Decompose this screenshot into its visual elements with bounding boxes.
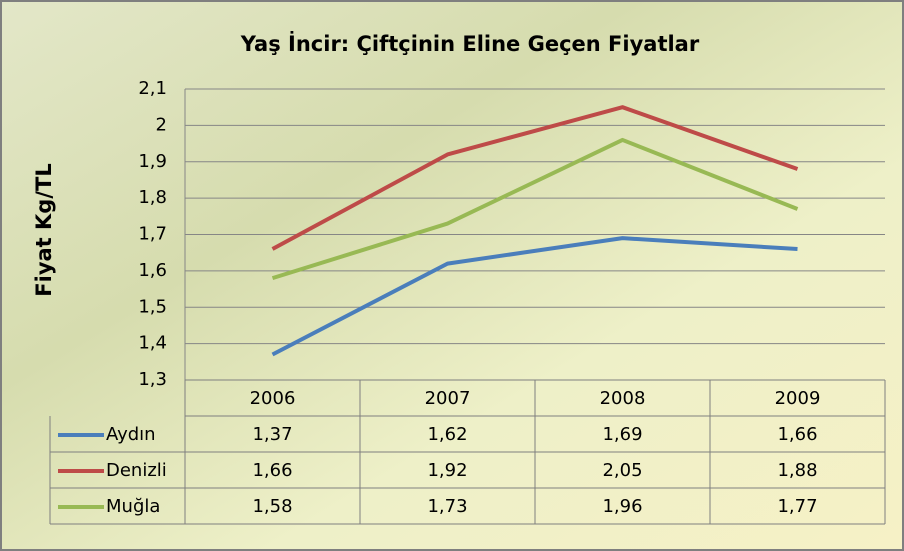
x-tick-label: 2006 (250, 388, 296, 409)
legend-label: Muğla (106, 496, 160, 517)
legend-label: Aydın (106, 424, 156, 445)
table-value: 1,96 (602, 496, 642, 517)
chart-title: Yaş İncir: Çiftçinin Eline Geçen Fiyatla… (240, 31, 700, 56)
table-value: 1,37 (252, 424, 292, 445)
table-value: 1,66 (252, 460, 292, 481)
table-value: 1,88 (777, 460, 817, 481)
y-tick-label: 2 (156, 114, 167, 135)
table-value: 1,62 (427, 424, 467, 445)
table-value: 2,05 (602, 460, 642, 481)
legend-label: Denizli (106, 460, 167, 481)
y-tick-label: 1,4 (138, 333, 167, 354)
table-value: 1,73 (427, 496, 467, 517)
y-axis-title: Fiyat Kg/TL (32, 163, 56, 296)
y-tick-label: 1,9 (138, 151, 167, 172)
y-tick-label: 1,3 (138, 369, 167, 390)
y-tick-label: 1,6 (138, 260, 167, 281)
y-tick-label: 1,7 (138, 224, 167, 245)
x-tick-label: 2008 (600, 388, 646, 409)
y-tick-label: 1,5 (138, 296, 167, 317)
chart: Yaş İncir: Çiftçinin Eline Geçen Fiyatla… (0, 0, 904, 551)
table-value: 1,69 (602, 424, 642, 445)
table-value: 1,58 (252, 496, 292, 517)
x-tick-label: 2007 (425, 388, 471, 409)
x-tick-label: 2009 (775, 388, 821, 409)
table-value: 1,66 (777, 424, 817, 445)
y-tick-label: 2,1 (138, 78, 167, 99)
table-value: 1,92 (427, 460, 467, 481)
y-tick-label: 1,8 (138, 187, 167, 208)
table-value: 1,77 (777, 496, 817, 517)
